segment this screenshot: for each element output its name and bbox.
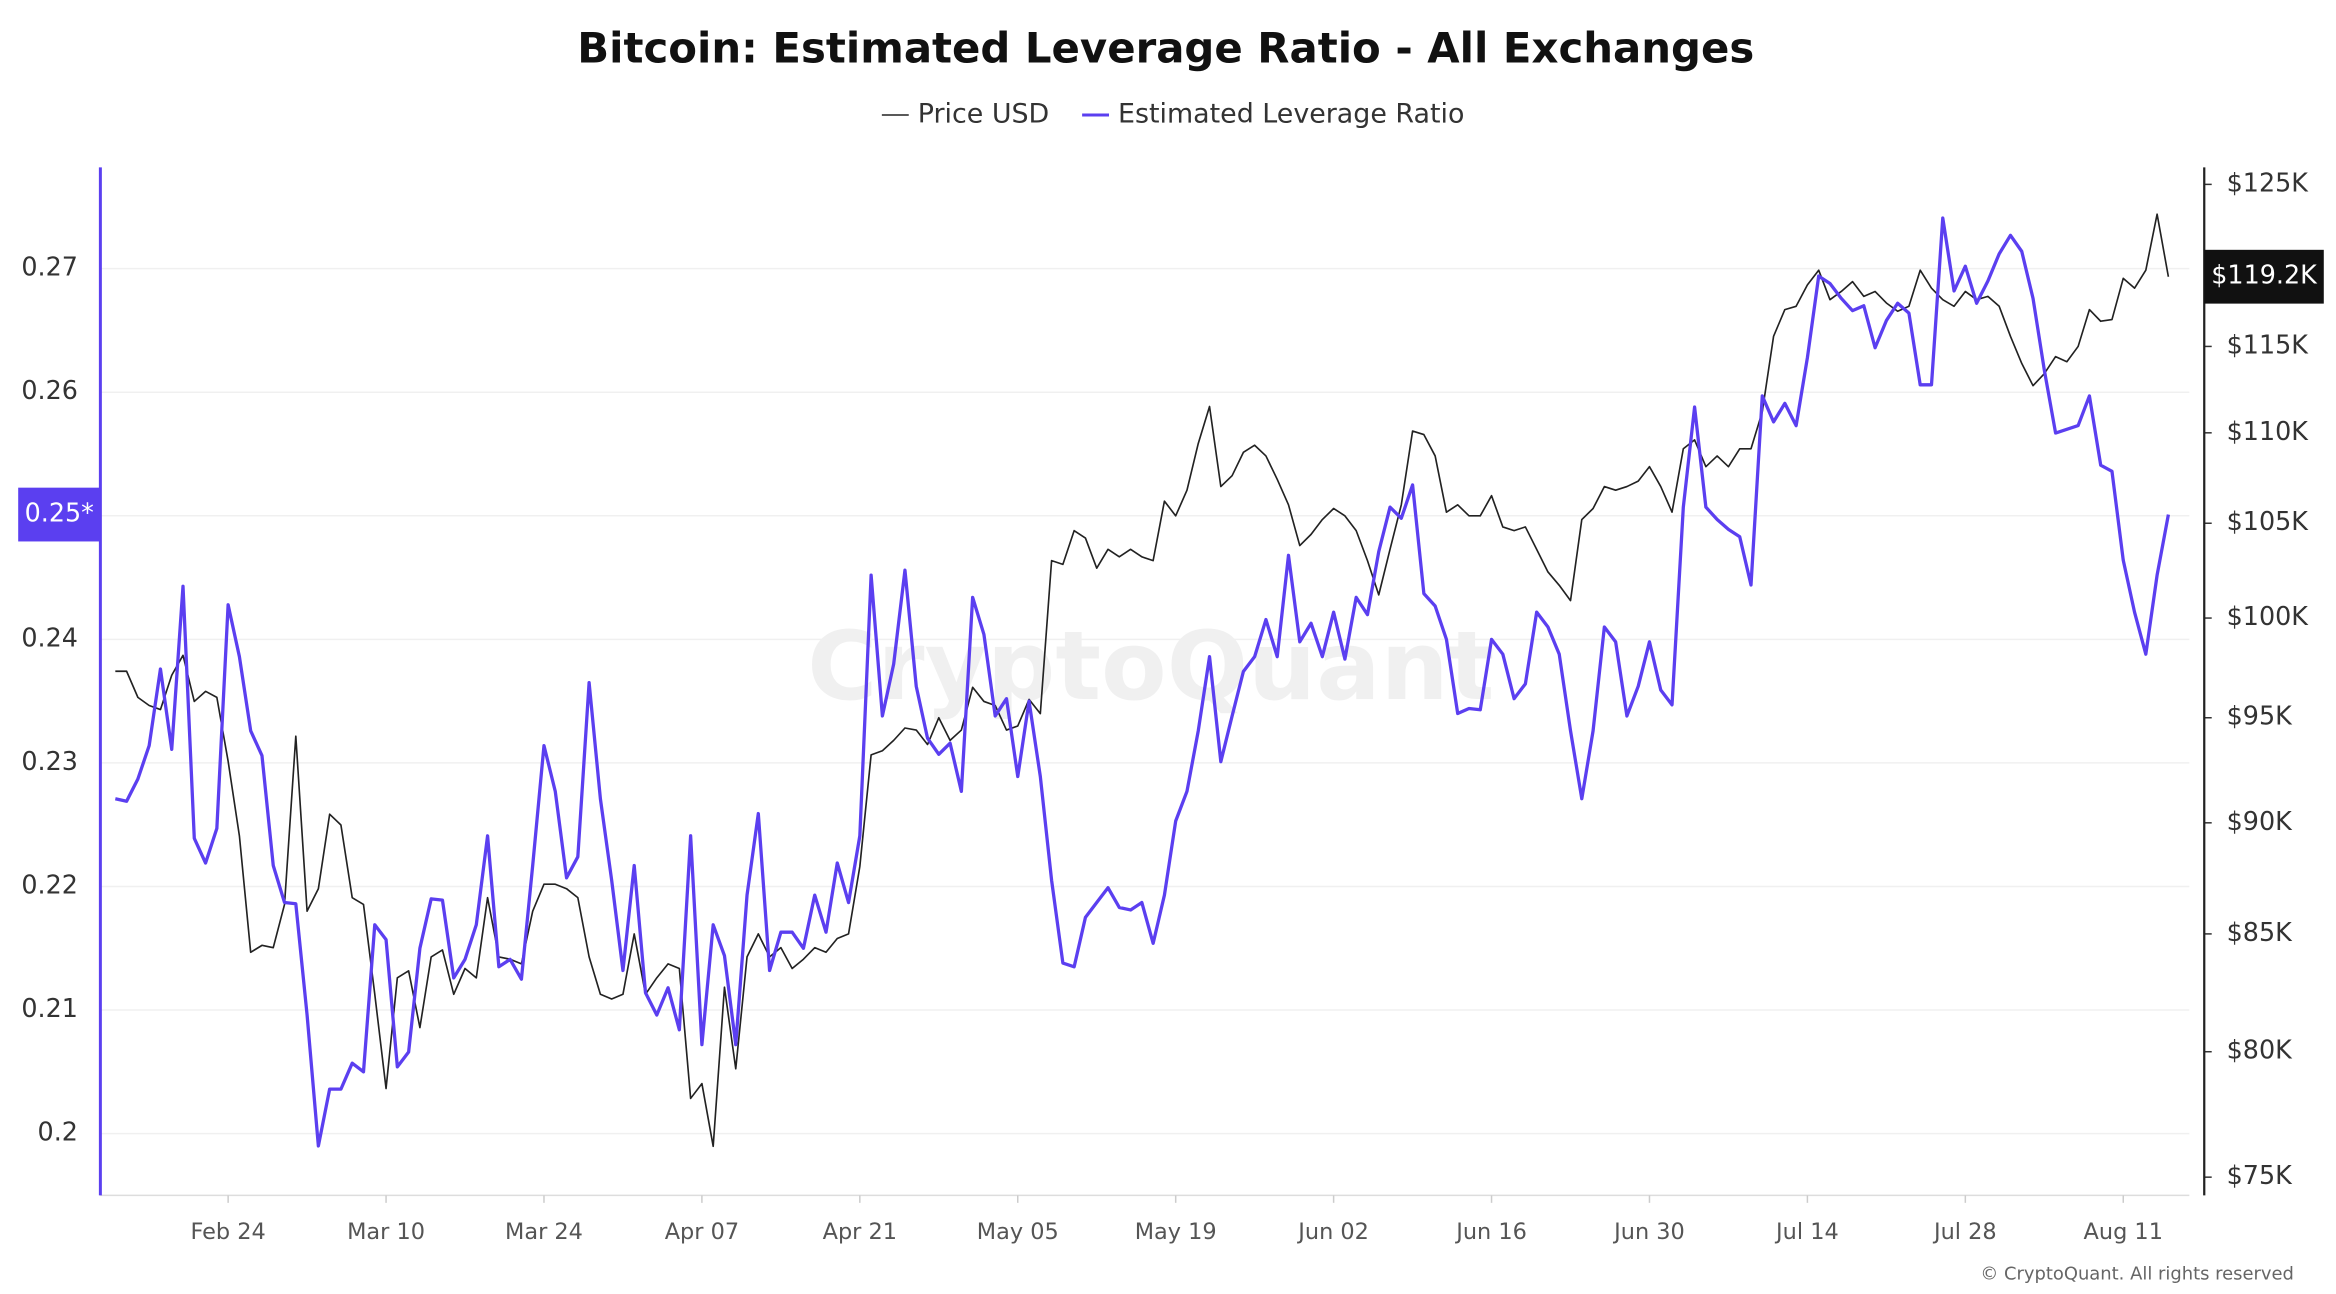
y2-tick-label: $110K — [2227, 416, 2310, 446]
y-tick-label: 0.24 — [21, 622, 78, 652]
legend-label: Estimated Leverage Ratio — [1118, 99, 1464, 130]
y-tick-label: 0.2 — [38, 1117, 78, 1147]
y2-tick-label: $85K — [2227, 917, 2293, 947]
y-tick-label: 0.27 — [21, 252, 78, 282]
x-tick-label: Mar 10 — [347, 1219, 425, 1245]
y2-tick-label: $90K — [2227, 806, 2293, 836]
y-tick-label: 0.21 — [21, 993, 78, 1023]
y2-tick-label: $115K — [2227, 329, 2310, 359]
current-value-label: $119.2K — [2211, 260, 2318, 290]
y2-tick-label: $125K — [2227, 167, 2310, 197]
y-tick-label: 0.23 — [21, 746, 78, 776]
x-tick-label: Mar 24 — [505, 1219, 583, 1245]
x-tick-label: Feb 24 — [190, 1219, 265, 1245]
legend-label: Price USD — [918, 99, 1050, 130]
x-tick-label: May 19 — [1135, 1219, 1217, 1245]
y2-tick-label: $80K — [2227, 1035, 2293, 1065]
y2-tick-label: $105K — [2227, 506, 2310, 536]
series-line — [115, 213, 2170, 1148]
series-line — [114, 216, 2171, 1148]
x-tick-label: Apr 21 — [823, 1219, 897, 1245]
legend-item: Estimated Leverage Ratio — [1082, 99, 1464, 130]
y2-tick-label: $95K — [2227, 701, 2293, 731]
watermark: CryptoQuant — [807, 610, 1494, 722]
current-value-box — [18, 487, 101, 542]
x-tick-label: May 05 — [977, 1219, 1059, 1245]
x-tick-label: Aug 11 — [2084, 1219, 2163, 1245]
x-tick-label: Jun 16 — [1454, 1219, 1527, 1245]
x-tick-label: Jul 14 — [1774, 1219, 1839, 1245]
y2-tick-label: $75K — [2227, 1160, 2293, 1190]
current-value-box — [2204, 249, 2324, 304]
x-tick-label: Jun 02 — [1296, 1219, 1369, 1245]
credit: © CryptoQuant. All rights reserved — [1980, 1264, 2294, 1285]
legend-item: Price USD — [881, 99, 1050, 130]
current-value-label: 0.25* — [25, 498, 94, 528]
y-tick-label: 0.26 — [21, 375, 78, 405]
x-tick-label: Jun 30 — [1612, 1219, 1685, 1245]
chart-title: Bitcoin: Estimated Leverage Ratio - All … — [577, 23, 1754, 72]
y-tick-label: 0.22 — [21, 869, 78, 899]
y2-tick-label: $100K — [2227, 601, 2310, 631]
x-tick-label: Apr 07 — [665, 1219, 739, 1245]
x-tick-label: Jul 28 — [1932, 1219, 1997, 1245]
